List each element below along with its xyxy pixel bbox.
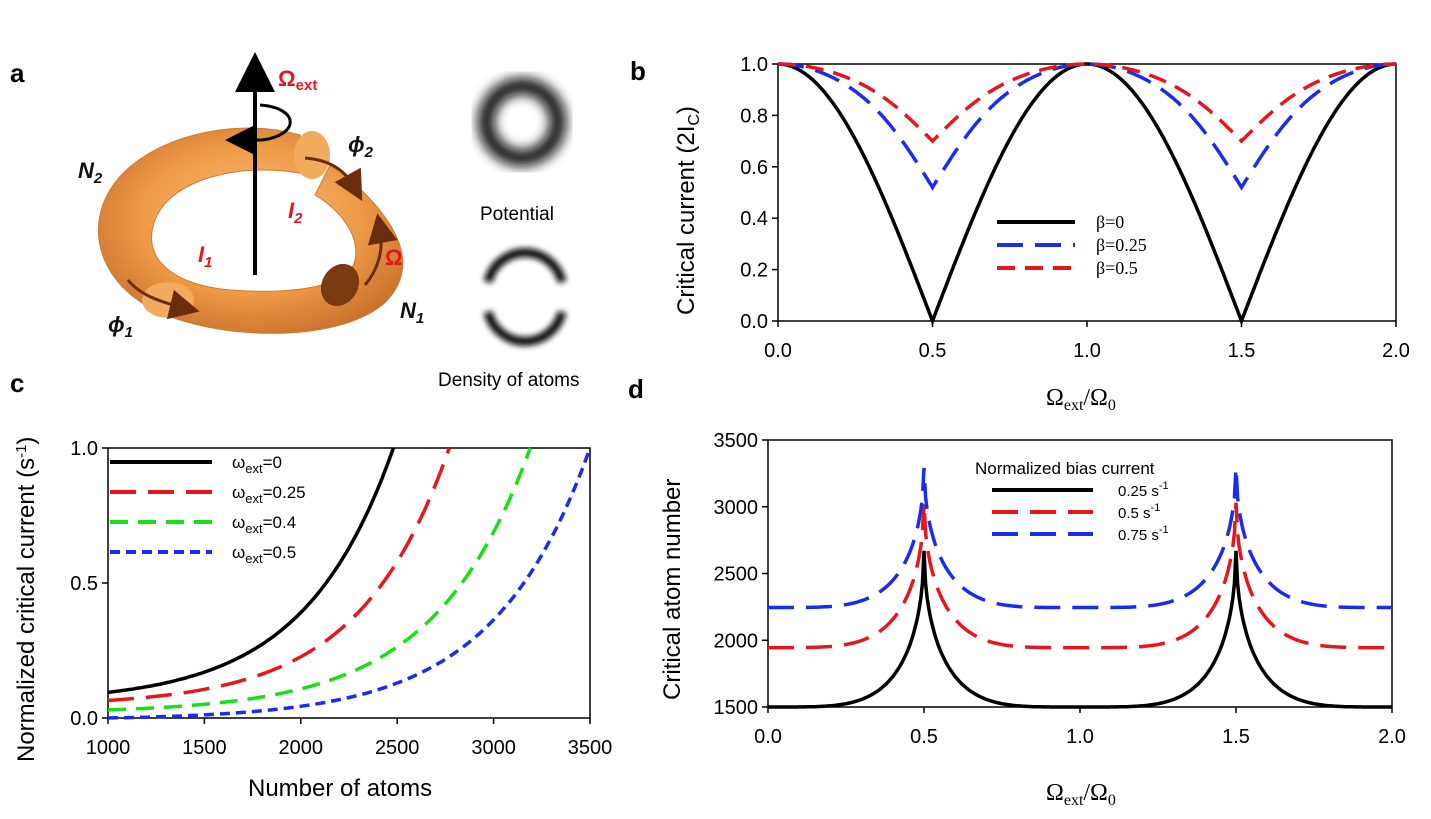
omega-label: Ω xyxy=(385,245,403,270)
series-line-0 xyxy=(107,447,395,695)
panel-b-legend: β=0 β=0.25 β=0.5 xyxy=(997,212,1147,278)
i1-label: I1 xyxy=(198,242,212,271)
panel-d: d 0.0 0.5 1.0 1.5 2.0 1500 2000 2500 3000 3500 No… xyxy=(628,374,1406,809)
x-tick-label: 2.0 xyxy=(1378,726,1406,748)
density-blob xyxy=(320,263,360,307)
legend-label-0: 0.25 s-1 xyxy=(1118,480,1169,500)
panel-a-letter: a xyxy=(10,58,25,88)
x-tick-label: 0.5 xyxy=(919,340,947,362)
legend-label-1: β=0.25 xyxy=(1096,235,1147,255)
legend-title: Normalized bias current xyxy=(975,459,1155,478)
panel-d-xlabel: Ωext/Ω0 xyxy=(1046,780,1116,809)
series-line-1 xyxy=(778,62,1396,191)
panel-d-series xyxy=(768,467,1392,709)
x-tick-label: 1.0 xyxy=(1073,340,1101,362)
x-tick-label: 3500 xyxy=(568,737,613,759)
panel-b-ylabel: Critical current (2IC) xyxy=(673,106,703,315)
panel-c-series xyxy=(107,447,592,720)
panel-b-letter: b xyxy=(630,56,646,86)
density-image xyxy=(483,248,567,346)
panel-d-letter: d xyxy=(628,374,644,404)
legend-label-2: ωext=0.4 xyxy=(232,513,296,536)
x-tick-label: 0.0 xyxy=(754,726,782,748)
panel-c-plot-frame xyxy=(107,447,591,719)
y-tick-label: 0.8 xyxy=(740,105,768,127)
phi2-label: ϕ2 xyxy=(348,132,374,161)
panel-d-legend: Normalized bias current 0.25 s-10.5 s-10.… xyxy=(975,459,1169,544)
panel-d-ylabel: Critical atom number xyxy=(659,479,686,700)
legend-label-3: ωext=0.5 xyxy=(232,543,296,566)
y-tick-label: 3500 xyxy=(714,430,759,452)
density-label: Density of atoms xyxy=(438,370,580,391)
series-line-3 xyxy=(107,447,592,720)
torus-illustration xyxy=(97,127,404,334)
torus-cap-top xyxy=(294,131,330,179)
y-tick-label: 0.0 xyxy=(70,708,98,730)
legend-label-2: β=0.5 xyxy=(1096,258,1138,278)
phi2-arrow xyxy=(304,156,363,202)
series-line-0 xyxy=(778,62,1396,326)
x-tick-label: 1500 xyxy=(182,737,227,759)
series-line-1 xyxy=(107,447,451,703)
x-tick-label: 1.5 xyxy=(1228,340,1256,362)
panel-b-ticks: 0.0 0.5 1.0 1.5 2.0 0.0 0.2 0.4 0.6 0.8 1.0 xyxy=(740,54,1410,362)
series-line-2 xyxy=(778,62,1396,144)
y-tick-label: 2000 xyxy=(714,630,759,652)
n2-label: N2 xyxy=(78,158,103,187)
y-tick-label: 0.2 xyxy=(740,260,768,282)
series-line-1 xyxy=(768,502,1392,650)
y-tick-label: 0.6 xyxy=(740,157,768,179)
y-tick-label: 1.0 xyxy=(70,438,98,460)
panel-b: b 0.0 0.5 1.0 1.5 2.00.00.20.40.60.81.0 β=0β… xyxy=(630,54,1410,414)
x-tick-label: 2.0 xyxy=(1382,340,1410,362)
phi1-label: ϕ1 xyxy=(108,312,133,341)
panel-c: c 1000 1500 2000 2500 3000 3500 0.0 0.5 1.0 ωext… xyxy=(10,368,612,802)
panel-c-ticks: 1000 1500 2000 2500 3000 3500 0.0 0.5 1.0 xyxy=(70,438,612,759)
panel-c-legend: ωext=0 ωext=0.25 ωext=0.4 ωext=0.5 xyxy=(110,453,306,566)
i2-label: I2 xyxy=(288,198,303,227)
x-tick-label: 1.0 xyxy=(1066,726,1094,748)
phi1-arrow xyxy=(126,279,200,320)
panel-d-ticks: 0.0 0.5 1.0 1.5 2.0 1500 2000 2500 3000 3500 xyxy=(714,430,1406,748)
panel-c-xlabel: Number of atoms xyxy=(248,775,432,802)
y-tick-label: 3000 xyxy=(714,497,759,519)
y-tick-label: 1500 xyxy=(714,697,759,719)
omega-ext-label: Ωext xyxy=(278,66,317,94)
x-tick-label: 0.5 xyxy=(910,726,938,748)
y-tick-label: 0.0 xyxy=(740,311,768,333)
legend-label-1: ωext=0.25 xyxy=(232,483,306,506)
rotation-curl-arrow xyxy=(225,103,292,155)
panel-a: a Ωext N2 N1 ϕ2 ϕ1 I1 I2 Ω Potential xyxy=(10,52,580,391)
series-line-0 xyxy=(768,550,1392,709)
x-tick-label: 1.5 xyxy=(1222,726,1250,748)
panel-b-series xyxy=(778,62,1396,326)
panel-b-xlabel: Ωext/Ω0 xyxy=(1046,385,1116,414)
x-tick-label: 2500 xyxy=(375,737,420,759)
x-tick-label: 1000 xyxy=(86,737,131,759)
potential-label: Potential xyxy=(480,204,554,225)
potential-image xyxy=(478,78,566,166)
legend-label-1: 0.5 s-1 xyxy=(1118,502,1160,522)
series-line-2 xyxy=(107,447,532,712)
panel-c-ylabel: Normalized critical current (s-1) xyxy=(13,437,40,762)
panel-d-plot-frame xyxy=(767,439,1393,708)
legend-label-0: ωext=0 xyxy=(232,453,282,476)
y-tick-label: 0.4 xyxy=(740,208,768,230)
y-tick-label: 2500 xyxy=(714,564,759,586)
legend-label-0: β=0 xyxy=(1096,212,1124,232)
panel-c-letter: c xyxy=(10,368,24,398)
x-tick-label: 0.0 xyxy=(764,340,792,362)
series-line-2 xyxy=(768,467,1392,610)
x-tick-label: 2000 xyxy=(279,737,324,759)
x-tick-label: 3000 xyxy=(471,737,516,759)
y-tick-label: 0.5 xyxy=(70,573,98,595)
torus-cap-bottom xyxy=(142,282,194,318)
n1-label: N1 xyxy=(400,298,424,327)
omega-arrow xyxy=(363,213,398,286)
legend-label-2: 0.75 s-1 xyxy=(1118,524,1169,544)
y-tick-label: 1.0 xyxy=(740,54,768,76)
